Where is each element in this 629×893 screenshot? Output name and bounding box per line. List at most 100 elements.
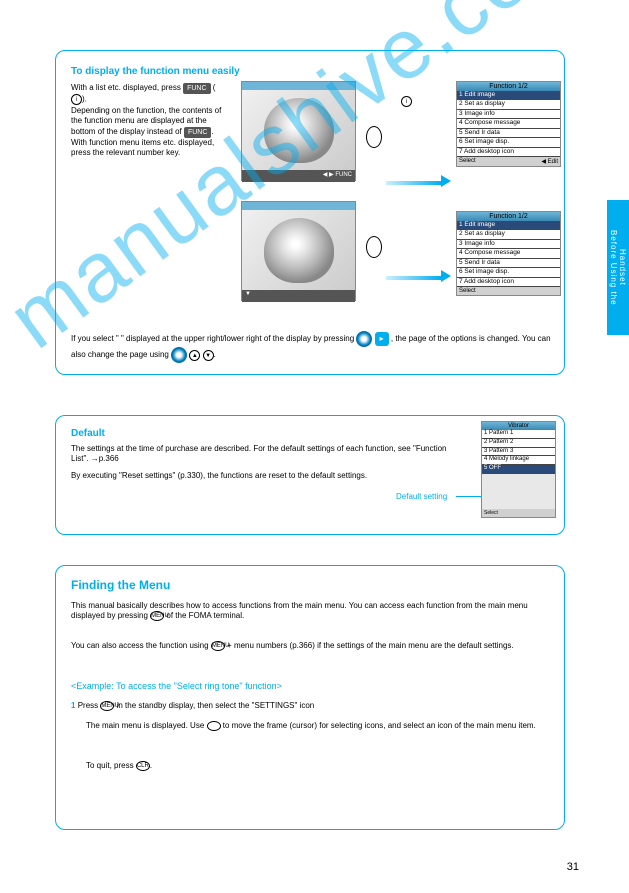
menu-a-item-3: 3 Image info xyxy=(457,110,560,119)
panel2-body1: The settings at the time of purchase are… xyxy=(71,444,451,465)
p2b-text: + menu numbers (p.366) if the settings o… xyxy=(227,641,514,650)
menu-b-header: Function 1/2 xyxy=(457,212,560,221)
menu-b-item-5: 5 Send Ir data xyxy=(457,259,560,268)
panel3-p3: 1 Press MENU in the standby display, the… xyxy=(71,701,551,712)
page-number: 31 xyxy=(567,861,579,873)
panel1-bottom-text: If you select " " displayed at the upper… xyxy=(71,331,551,363)
menu-key-icon: MENU xyxy=(150,611,164,621)
menu-a-item-6: 6 Set image disp. xyxy=(457,138,560,147)
menu-b-footer: Select xyxy=(457,287,560,295)
key-i-a: i xyxy=(401,96,412,107)
vib-blank xyxy=(482,474,555,509)
key-i-icon: i xyxy=(71,94,82,105)
img-area-a xyxy=(242,90,355,170)
panel-function-menu: To display the function menu easily With… xyxy=(55,50,565,375)
menu-a-item-2: 2 Set as display xyxy=(457,100,560,109)
menu-screen-a: Function 1/2 1 Edit image 2 Set as displ… xyxy=(456,81,561,167)
side-tab: Before Using the Handset xyxy=(607,200,629,335)
disc-button-icon-2 xyxy=(171,347,187,363)
footer-func-a: FUNC xyxy=(335,172,352,178)
vib-item-4: 4 Melody linkage xyxy=(482,456,555,465)
vib-header: Vibrator xyxy=(482,422,555,430)
menu-a-body: 1 Edit image 2 Set as display 3 Image in… xyxy=(457,91,560,157)
arrow-head-a xyxy=(441,175,451,187)
img-footer-a: ◀ ▶ FUNC xyxy=(242,170,355,182)
panel1-intro: With a list etc. displayed, press FUNC (… xyxy=(71,83,221,105)
arrow-a xyxy=(386,181,441,185)
p3-text: Press xyxy=(78,701,98,710)
img-footer-b: ▼ xyxy=(242,290,355,302)
panel1-intro2: Depending on the function, the contents … xyxy=(71,106,231,159)
vib-footer: Select xyxy=(482,509,555,517)
p1b-text: of the FOMA terminal. xyxy=(166,612,244,621)
p2-text: You can also access the function using xyxy=(71,641,209,650)
key-oval-a xyxy=(366,126,382,148)
p1-text: This manual basically describes how to a… xyxy=(71,601,528,621)
panel3-p1: This manual basically describes how to a… xyxy=(71,601,551,622)
p4b-text: to move the frame (cursor) for selecting… xyxy=(223,721,536,730)
menu-b-item-2: 2 Set as display xyxy=(457,230,560,239)
menu-a-item-4: 4 Compose message xyxy=(457,119,560,128)
panel-finding-menu: Finding the Menu This manual basically d… xyxy=(55,565,565,830)
vib-footer-l: Select xyxy=(484,510,498,516)
menu-key-icon-3: MENU xyxy=(100,701,114,711)
disc-button-icon xyxy=(356,331,372,347)
menu-a-item-5: 5 Send Ir data xyxy=(457,129,560,138)
vib-item-2: 2 Pattern 2 xyxy=(482,439,555,448)
key-oval-b xyxy=(366,236,382,258)
callout-line xyxy=(456,496,481,497)
vib-item-3: 3 Pattern 3 xyxy=(482,448,555,457)
img-area-b xyxy=(242,210,355,290)
intro-text: With a list etc. displayed, press xyxy=(71,83,181,92)
panel2-callout: Default setting xyxy=(396,492,447,502)
up-key-icon: ▲ xyxy=(189,350,200,361)
image-preview-b: ▼ xyxy=(241,201,356,301)
vibrator-screen: Vibrator 1 Pattern 1 2 Pattern 2 3 Patte… xyxy=(481,421,556,518)
square-button-icon: ▸ xyxy=(375,332,389,346)
menu-b-body: 1 Edit image 2 Set as display 3 Image in… xyxy=(457,221,560,287)
clr-key-icon: CLR xyxy=(136,761,150,771)
menu-a-footer-r: ◀ Edit xyxy=(541,158,558,165)
panel3-heading: Finding the Menu xyxy=(71,578,170,592)
menu-screen-b: Function 1/2 1 Edit image 2 Set as displ… xyxy=(456,211,561,296)
vib-item-1: 1 Pattern 1 xyxy=(482,430,555,439)
menu-b-footer-l: Select xyxy=(459,288,476,294)
note-text: With function menu items etc. displayed,… xyxy=(71,138,214,157)
arrow-head-b xyxy=(441,270,451,282)
menu-a-footer: Select ◀ Edit xyxy=(457,157,560,166)
bottom-text-1: If you select " " displayed at the upper… xyxy=(71,334,354,343)
p4-text: The main menu is displayed. Use xyxy=(86,721,204,730)
menu-b-item-1: 1 Edit image xyxy=(457,221,560,230)
panel1-title: To display the function menu easily xyxy=(71,66,240,77)
panel3-p2: You can also access the function using M… xyxy=(71,641,551,652)
menu-a-item-1: 1 Edit image xyxy=(457,91,560,100)
rose-image-b xyxy=(264,218,334,283)
menu-b-item-3: 3 Image info xyxy=(457,240,560,249)
down-key-icon: ▼ xyxy=(203,350,214,361)
nav-key-icon xyxy=(207,721,221,731)
step-1-number: 1 xyxy=(71,701,75,710)
panel3-example-heading: <Example: To access the "Select ring ton… xyxy=(71,681,551,691)
func-button-icon-2: FUNC xyxy=(184,127,211,138)
vib-body: 1 Pattern 1 2 Pattern 2 3 Pattern 3 4 Me… xyxy=(482,430,555,509)
panel2-heading: Default xyxy=(71,428,105,439)
p3b-text: in the standby display, then select the … xyxy=(117,701,315,710)
vib-item-5: 5 OFF xyxy=(482,465,555,474)
menu-b-item-6: 6 Set image disp. xyxy=(457,268,560,277)
panel2-body2: By executing "Reset settings" (p.330), t… xyxy=(71,471,451,481)
rose-image-a xyxy=(264,98,334,163)
panel3-p4: The main menu is displayed. Use to move … xyxy=(86,721,546,732)
menu-b-item-7: 7 Add desktop icon xyxy=(457,278,560,287)
menu-key-icon-2: MENU xyxy=(211,641,225,651)
img-header-a xyxy=(242,82,355,90)
image-preview-a: ◀ ▶ FUNC xyxy=(241,81,356,181)
menu-a-header: Function 1/2 xyxy=(457,82,560,91)
menu-b-item-4: 4 Compose message xyxy=(457,249,560,258)
menu-a-footer-l: Select xyxy=(459,158,476,165)
img-header-b xyxy=(242,202,355,210)
panel-default: Default The settings at the time of purc… xyxy=(55,415,565,535)
panel3-quit: To quit, press CLR. xyxy=(86,761,546,772)
func-button-icon: FUNC xyxy=(183,83,210,94)
menu-a-item-7: 7 Add desktop icon xyxy=(457,148,560,157)
arrow-b xyxy=(386,276,441,280)
